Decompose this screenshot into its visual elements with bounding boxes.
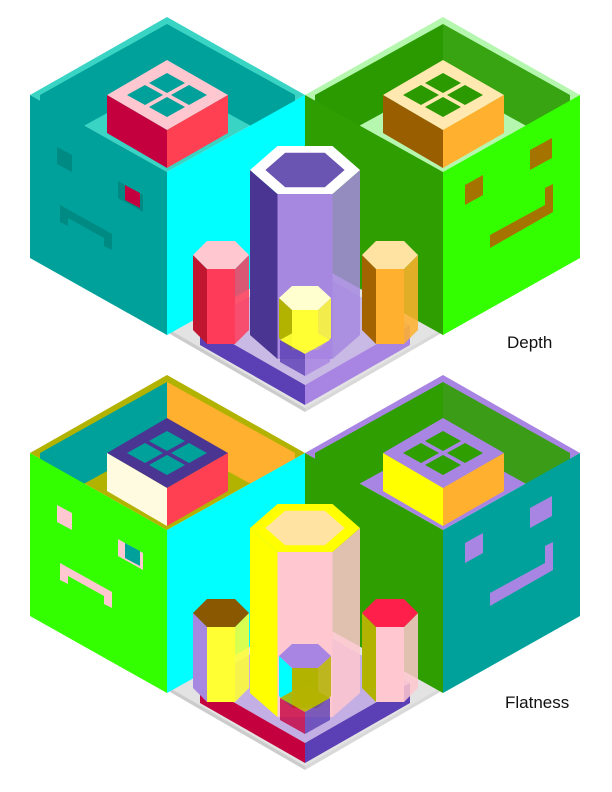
right-window-pane-1 — [403, 85, 439, 105]
caption-depth: Depth — [507, 333, 553, 352]
left-tube-face-front — [207, 627, 235, 702]
left-face-eye-accent — [125, 543, 140, 566]
left-window-pane-2 — [149, 431, 185, 451]
platform-left — [200, 325, 305, 405]
left-window-left — [107, 453, 167, 526]
right-window-pane-3 — [447, 85, 483, 105]
left-window-pane-3 — [171, 85, 207, 105]
right-window-top — [383, 418, 504, 488]
base-cube-right — [305, 698, 330, 734]
left-window-pane-4 — [149, 97, 185, 117]
left-tube-face-left — [193, 255, 207, 344]
right-window-left — [383, 453, 443, 526]
right-tube-face-front — [376, 269, 404, 344]
base-cube-left — [280, 340, 305, 376]
platform-right — [305, 683, 410, 763]
right-face-mouth — [490, 184, 553, 248]
plinth-left — [170, 688, 305, 770]
panel-depth — [30, 17, 580, 412]
platform-left — [200, 683, 305, 763]
left-face-mouth — [60, 563, 112, 608]
left-tube-top — [193, 241, 249, 269]
right-tube-face-right — [404, 613, 418, 702]
left-window-right — [167, 95, 228, 168]
left-window-pane-3 — [171, 443, 207, 463]
right-face-eye-left — [465, 533, 483, 563]
right-tube-face-front — [376, 627, 404, 702]
left-tube-face-front — [207, 269, 235, 344]
right-tube-top — [362, 599, 418, 627]
left-face-eye-accent — [125, 185, 140, 208]
central-tube-face-left — [250, 170, 278, 359]
left-face-mouth — [60, 205, 112, 250]
right-tube-face-left — [362, 255, 376, 344]
right-face-eye-right — [530, 138, 552, 170]
right-tube-top — [362, 241, 418, 269]
left-window-right — [167, 453, 228, 526]
left-window-left — [107, 95, 167, 168]
left-tube-face-right — [235, 613, 249, 702]
right-face-eye-left — [465, 175, 483, 205]
left-window-top — [107, 60, 228, 130]
panel-flatness — [30, 375, 580, 770]
central-tube-face-left — [250, 528, 278, 717]
central-tube-hole — [265, 510, 345, 546]
right-window-pane-2 — [425, 73, 461, 93]
left-window-pane-4 — [149, 455, 185, 475]
left-tube-face-right — [235, 255, 249, 344]
left-window-top — [107, 418, 228, 488]
right-tube-face-right — [404, 255, 418, 344]
right-face-mouth — [490, 542, 553, 606]
small-tube-top — [279, 286, 331, 310]
right-face-eye-right — [530, 496, 552, 528]
platform-right — [305, 325, 410, 405]
plinth-right — [305, 688, 440, 770]
right-window-right — [443, 95, 504, 168]
central-tube-hole — [265, 152, 345, 188]
left-tube-face-left — [193, 613, 207, 702]
right-window-left — [383, 95, 443, 168]
small-tube-top — [279, 644, 331, 668]
plinth-right — [305, 330, 440, 412]
right-window-pane-3 — [447, 443, 483, 463]
caption-flatness: Flatness — [505, 693, 570, 712]
base-cube-right — [305, 340, 330, 376]
right-window-pane-2 — [425, 431, 461, 451]
right-tube-face-left — [362, 613, 376, 702]
base-cube-left — [280, 698, 305, 734]
left-face-eye-left — [57, 147, 72, 172]
right-window-pane-1 — [403, 443, 439, 463]
left-face-eye-left — [57, 505, 72, 530]
right-window-top — [383, 60, 504, 130]
plinth-left — [170, 330, 305, 412]
left-window-pane-2 — [149, 73, 185, 93]
left-tube-top — [193, 599, 249, 627]
left-window-pane-1 — [127, 85, 163, 105]
right-window-pane-4 — [425, 97, 461, 117]
right-window-right — [443, 453, 504, 526]
central-tube-face-right — [332, 528, 360, 717]
central-tube-face-right — [332, 170, 360, 359]
right-window-pane-4 — [425, 455, 461, 475]
left-window-pane-1 — [127, 443, 163, 463]
